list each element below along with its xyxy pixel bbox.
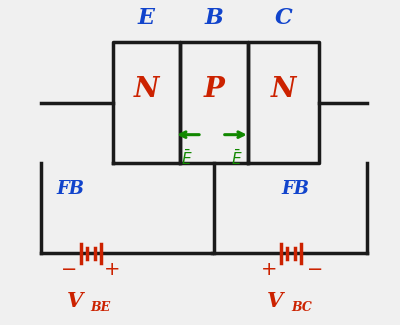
- Text: E: E: [138, 7, 155, 29]
- Text: −: −: [307, 260, 323, 279]
- Text: V: V: [67, 291, 83, 311]
- Text: +: +: [261, 260, 278, 279]
- Text: B: B: [204, 7, 223, 29]
- Text: +: +: [104, 260, 121, 279]
- Text: FB: FB: [281, 180, 309, 198]
- Text: FB: FB: [57, 180, 85, 198]
- Text: C: C: [274, 7, 292, 29]
- Text: −: −: [61, 260, 77, 279]
- Text: $\bar{E}$: $\bar{E}$: [182, 149, 193, 168]
- Text: $\bar{E}$: $\bar{E}$: [231, 149, 242, 168]
- Text: N: N: [271, 76, 296, 103]
- Text: P: P: [204, 76, 224, 103]
- Text: N: N: [134, 76, 159, 103]
- Text: BC: BC: [291, 301, 312, 314]
- Text: BE: BE: [91, 301, 111, 314]
- Text: V: V: [267, 291, 284, 311]
